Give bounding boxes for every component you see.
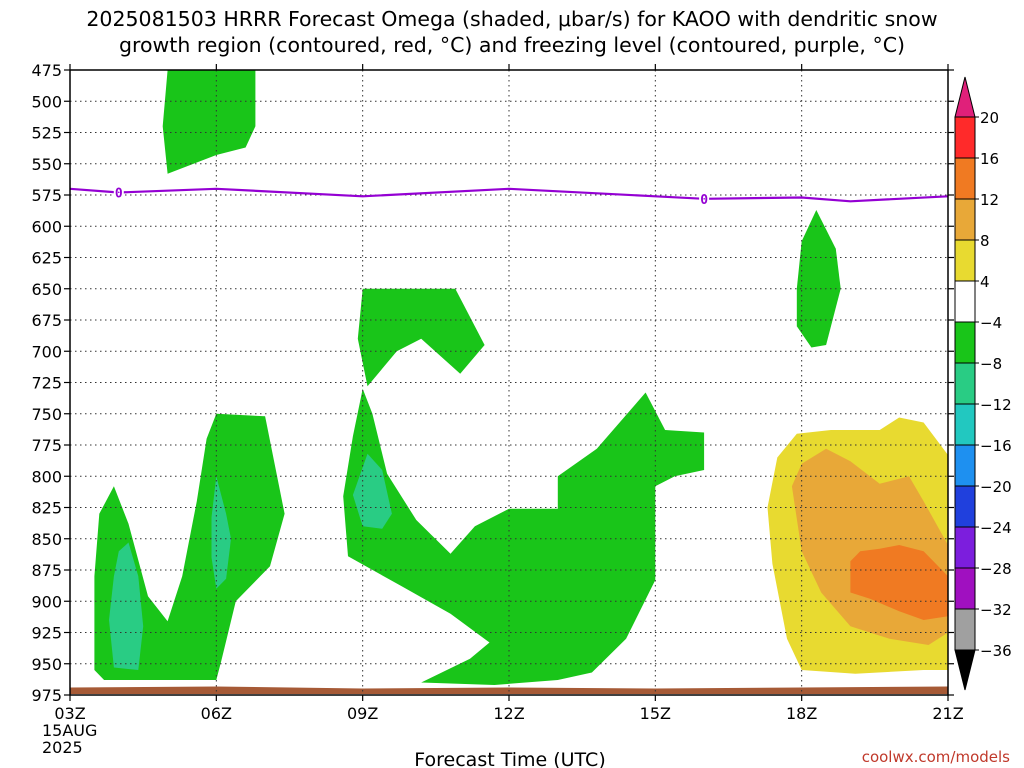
chart-title: 2025081503 HRRR Forecast Omega (shaded, … xyxy=(0,6,1024,58)
x-tick-label-12Z: 12Z xyxy=(493,704,524,723)
y-tick-label-600: 600 xyxy=(31,217,62,236)
omega-region-green-mid xyxy=(357,288,485,387)
colorbar-swatch-6 xyxy=(954,362,976,405)
colorbar-swatch-1 xyxy=(954,157,976,200)
colorbar-swatch-3 xyxy=(954,239,976,282)
y-tick-label-850: 850 xyxy=(31,530,62,549)
y-tick-label-725: 725 xyxy=(31,374,62,393)
colorbar-label-13: −36 xyxy=(980,642,1012,660)
colorbar-swatch-11 xyxy=(954,567,976,610)
omega-region-teal-left xyxy=(109,542,144,670)
y-tick-label-950: 950 xyxy=(31,655,62,674)
colorbar-label-6: −8 xyxy=(980,355,1002,373)
x-tick-label-21Z: 21Z xyxy=(932,704,963,723)
y-tick-label-675: 675 xyxy=(31,311,62,330)
colorbar-label-4: 4 xyxy=(980,273,990,291)
y-tick-label-875: 875 xyxy=(31,561,62,580)
colorbar-label-2: 12 xyxy=(980,191,999,209)
y-tick-label-575: 575 xyxy=(31,186,62,205)
omega-region-green-center xyxy=(343,388,705,685)
x-tick-label-15Z: 15Z xyxy=(640,704,671,723)
y-tick-label-650: 650 xyxy=(31,280,62,299)
y-tick-label-800: 800 xyxy=(31,467,62,486)
colorbar-label-5: −4 xyxy=(980,314,1002,332)
colorbar-swatch-2 xyxy=(954,198,976,241)
colorbar-swatch-7 xyxy=(954,403,976,446)
colorbar: 20 16 12 8 4 −4 −8 −12 −16 −20 −24 −28 −32 −36 xyxy=(954,76,1012,691)
y-tick-label-625: 625 xyxy=(31,249,62,268)
colorbar-label-7: −12 xyxy=(980,396,1012,414)
x-tick-sublabel-1: 2025 xyxy=(42,738,83,757)
freezing-level-label-0: 0 xyxy=(115,187,123,202)
colorbar-swatch-12 xyxy=(954,608,976,651)
colorbar-top-triangle xyxy=(954,76,976,118)
y-tick-label-500: 500 xyxy=(31,92,62,111)
x-tick-sublabel-0: 15AUG xyxy=(42,721,97,740)
x-axis-label: Forecast Time (UTC) xyxy=(414,749,605,768)
colorbar-label-12: −32 xyxy=(980,601,1012,619)
omega-region-green-left xyxy=(94,413,285,680)
title-line-1: 2025081503 HRRR Forecast Omega (shaded, … xyxy=(86,7,938,31)
y-tick-label-750: 750 xyxy=(31,405,62,424)
omega-region-green-18z xyxy=(796,210,841,348)
omega-region-green-upper xyxy=(162,70,256,174)
y-tick-label-550: 550 xyxy=(31,155,62,174)
colorbar-label-1: 16 xyxy=(980,150,999,168)
plot-axes-layer: 475 500 525 550 575 600 625 650 675 700 725 750 775 8… xyxy=(31,61,963,757)
colorbar-swatch-5 xyxy=(954,321,976,364)
freezing-level-contour xyxy=(69,187,949,203)
y-tick-label-825: 825 xyxy=(31,499,62,518)
colorbar-label-0: 20 xyxy=(980,109,999,127)
colorbar-swatch-10 xyxy=(954,526,976,569)
credit-text: coolwx.com/models xyxy=(861,748,1010,766)
x-tick-label-09Z: 09Z xyxy=(347,704,378,723)
colorbar-swatch-8 xyxy=(954,444,976,487)
colorbar-label-3: 8 xyxy=(980,232,990,250)
x-tick-label-18Z: 18Z xyxy=(786,704,817,723)
colorbar-label-11: −28 xyxy=(980,560,1012,578)
freezing-level-label-bg-0 xyxy=(113,184,124,200)
x-tick-label-03Z: 03Z xyxy=(54,704,85,723)
y-tick-label-975: 975 xyxy=(31,686,62,705)
colorbar-label-10: −24 xyxy=(980,519,1012,537)
colorbar-label-9: −20 xyxy=(980,478,1012,496)
omega-region-orange-dark xyxy=(850,545,948,620)
y-tick-label-900: 900 xyxy=(31,592,62,611)
y-tick-label-925: 925 xyxy=(31,624,62,643)
freezing-level-label-1: 0 xyxy=(700,193,708,208)
y-tick-label-475: 475 xyxy=(31,61,62,80)
y-tick-label-525: 525 xyxy=(31,124,62,143)
freezing-level-label-bg-1 xyxy=(699,190,710,206)
y-tick-label-775: 775 xyxy=(31,436,62,455)
plot-fill-layer xyxy=(70,70,948,694)
colorbar-swatch-4 xyxy=(954,280,976,323)
colorbar-swatch-9 xyxy=(954,485,976,528)
x-tick-label-06Z: 06Z xyxy=(201,704,232,723)
colorbar-bottom-triangle xyxy=(954,649,976,691)
title-line-2: growth region (contoured, red, °C) and f… xyxy=(118,33,906,57)
colorbar-label-8: −16 xyxy=(980,437,1012,455)
colorbar-swatch-0 xyxy=(954,116,976,159)
y-tick-label-700: 700 xyxy=(31,342,62,361)
